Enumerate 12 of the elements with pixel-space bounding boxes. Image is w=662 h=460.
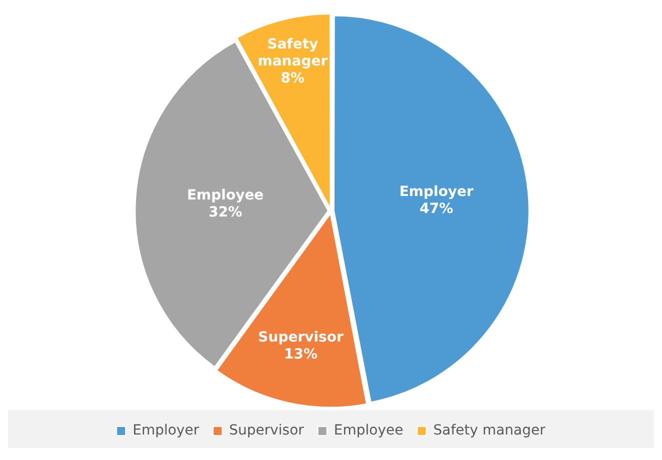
legend-label: Employee [334, 422, 404, 439]
legend-label: Safety manager [433, 422, 546, 439]
slice-label: Employee [186, 187, 264, 204]
data-label: 47% [420, 201, 454, 218]
legend-label: Employer [132, 422, 200, 439]
data-label: 32% [208, 204, 242, 220]
slice-label: Safety manager [258, 36, 328, 70]
legend-label: Supervisor [229, 422, 304, 439]
data-label: 13% [284, 346, 318, 362]
slice-label: Employer [399, 184, 474, 200]
data-label: 8% [280, 70, 305, 86]
slice-label: Supervisor [258, 329, 344, 346]
